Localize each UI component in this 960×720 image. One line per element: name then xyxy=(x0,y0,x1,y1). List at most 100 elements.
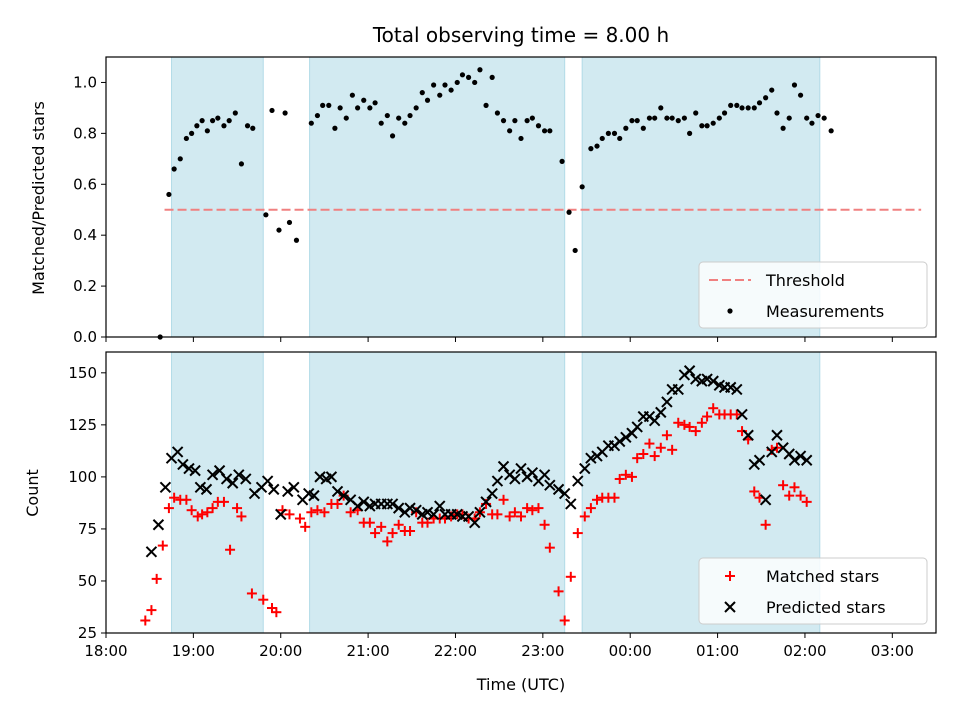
measurement-point xyxy=(745,105,751,111)
measurement-point xyxy=(320,102,326,108)
measurement-point xyxy=(797,92,804,98)
cross-b xyxy=(690,373,702,385)
cross-b xyxy=(358,496,370,508)
measurement-point xyxy=(756,100,763,106)
cross-b xyxy=(392,502,405,514)
cross-b xyxy=(351,500,364,512)
matched-star-point xyxy=(731,409,742,420)
cross-b xyxy=(614,435,626,448)
matched-star-point xyxy=(559,615,570,626)
matched-star-point xyxy=(544,542,555,553)
measurement-point xyxy=(664,115,670,121)
cross-b xyxy=(314,471,326,483)
matched-star-point xyxy=(232,503,243,514)
measurement-point xyxy=(704,123,710,129)
matched-star-point xyxy=(585,503,596,514)
matched-star-point xyxy=(312,505,323,516)
x-tick-label: 23:00 xyxy=(521,642,564,660)
observing-interval-0-1 xyxy=(309,56,566,338)
measurement-point xyxy=(308,120,314,126)
cross-b xyxy=(145,546,158,558)
matched-star-point xyxy=(572,528,583,539)
matched-star-point xyxy=(492,509,503,520)
cross-b xyxy=(177,458,189,471)
measurement-point xyxy=(710,120,716,126)
measurement-point xyxy=(640,125,646,131)
measurement-point xyxy=(594,143,600,149)
measurement-point xyxy=(454,79,460,86)
measurement-point xyxy=(372,100,378,106)
cross-b xyxy=(672,383,684,396)
measurement-point xyxy=(572,247,578,254)
matched-star-point xyxy=(527,505,538,516)
measurement-point xyxy=(194,123,200,129)
predicted-star-point xyxy=(152,519,165,531)
legend-predicted-swatch xyxy=(724,601,736,613)
measurement-point xyxy=(326,102,332,108)
predicted-star-point xyxy=(538,469,551,481)
cross-b xyxy=(381,498,394,510)
cross-b xyxy=(386,498,399,510)
predicted-star-point xyxy=(585,452,597,464)
predicted-star-point xyxy=(308,489,320,502)
predicted-star-point xyxy=(177,458,189,471)
cross-b xyxy=(661,396,673,408)
predicted-star-point xyxy=(742,429,754,441)
predicted-star-point xyxy=(261,475,274,487)
cross-b xyxy=(655,406,667,419)
cross-b xyxy=(491,475,504,487)
predicted-star-point xyxy=(486,487,498,500)
measurement-point xyxy=(314,112,321,119)
cross-b xyxy=(206,469,219,481)
x-axis-label: Time (UTC) xyxy=(476,675,565,694)
predicted-star-point xyxy=(620,431,632,444)
matched-star-point xyxy=(504,511,515,522)
predicted-star-point xyxy=(381,498,394,510)
cross-b xyxy=(288,481,300,494)
cross-b xyxy=(282,485,294,498)
cross-b xyxy=(213,464,226,477)
matched-star-point xyxy=(202,507,213,518)
y-tick-label: 1.0 xyxy=(73,73,97,91)
cross-b xyxy=(724,381,737,394)
matched-star-point xyxy=(522,503,533,514)
predicted-star-point xyxy=(552,483,565,496)
predicted-star-point xyxy=(468,516,481,529)
bottom-y-axis-label: Count xyxy=(23,469,42,517)
measurement-point xyxy=(337,105,343,111)
cross-b xyxy=(579,462,591,475)
measurement-point xyxy=(518,135,524,142)
cross-b xyxy=(724,601,736,613)
matched-star-point xyxy=(673,417,684,428)
measurement-point xyxy=(588,146,594,152)
x-tick-label: 19:00 xyxy=(172,642,215,660)
measurement-point xyxy=(634,118,640,124)
cross-b xyxy=(410,504,422,516)
measurement-point xyxy=(276,227,282,233)
cross-b xyxy=(544,479,556,491)
cross-b xyxy=(788,454,801,466)
cross-b xyxy=(302,487,315,500)
predicted-star-point xyxy=(497,460,510,473)
matched-star-point xyxy=(795,490,806,501)
cross-b xyxy=(344,494,357,506)
measurement-point xyxy=(611,130,618,136)
measurement-point xyxy=(529,115,535,121)
matched-star-point xyxy=(749,486,760,497)
chart-title: Total observing time = 8.00 h xyxy=(372,23,669,47)
measurement-point xyxy=(465,74,472,80)
predicted-star-point xyxy=(314,471,326,483)
measurement-point xyxy=(424,97,431,103)
measurement-point xyxy=(500,118,507,124)
measurement-point xyxy=(541,128,548,134)
predicted-star-point xyxy=(282,485,294,498)
matched-star-point xyxy=(300,521,311,532)
cross-b xyxy=(759,494,772,506)
predicted-star-point xyxy=(404,502,416,514)
measurement-point xyxy=(559,158,565,164)
predicted-star-point xyxy=(421,506,434,518)
matched-star-point xyxy=(294,513,305,524)
cross-b xyxy=(766,446,778,458)
measurement-point xyxy=(547,128,553,134)
